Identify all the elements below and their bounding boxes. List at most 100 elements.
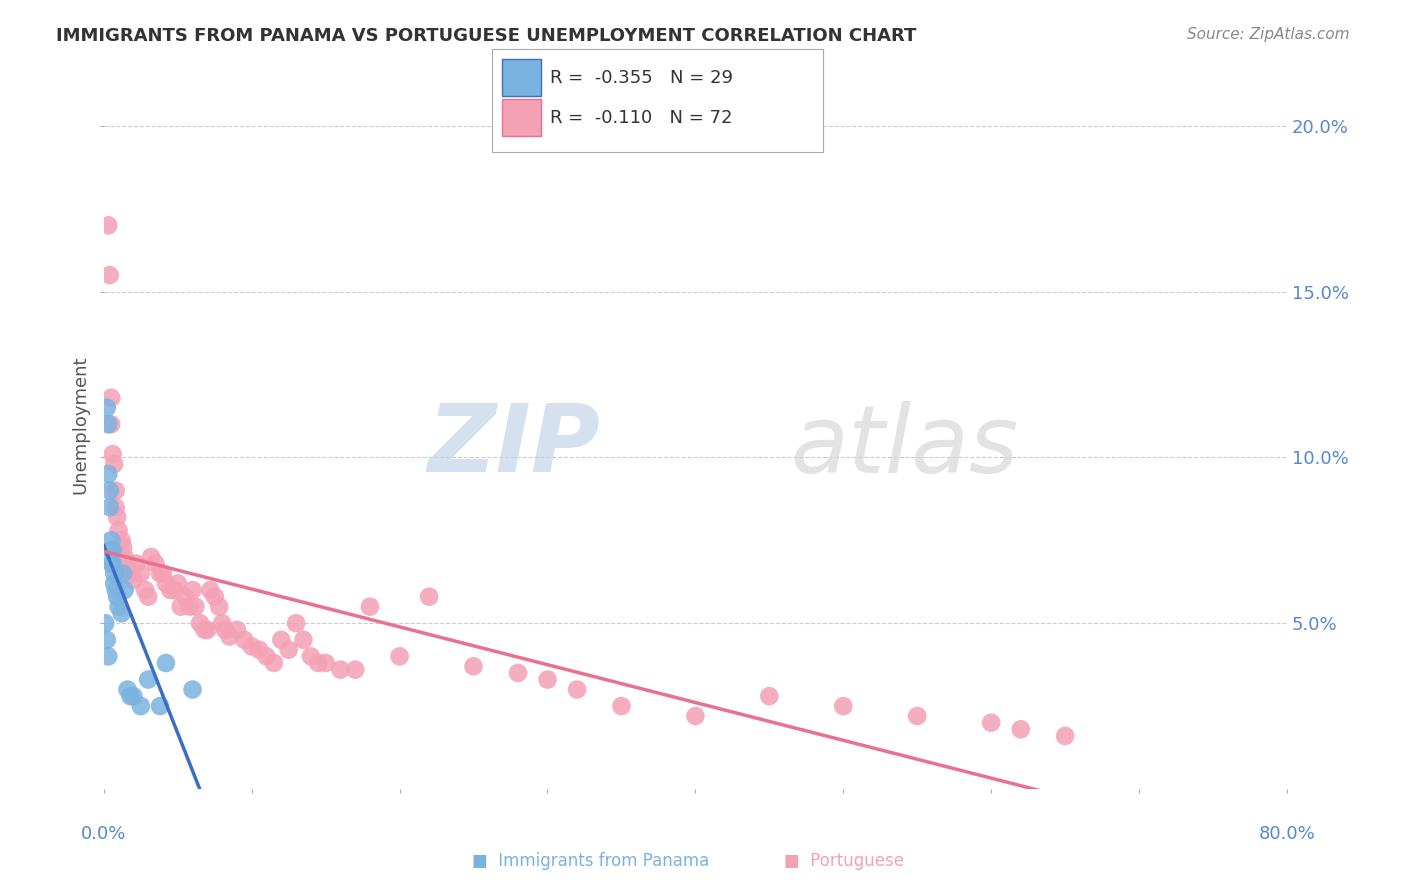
Point [359,599,381,614]
Point [233,632,256,647]
Point [96,632,118,647]
Text: R =  -0.355   N = 29: R = -0.355 N = 29 [550,69,733,87]
Point [536,673,558,687]
Point [226,623,249,637]
Text: Source: ZipAtlas.com: Source: ZipAtlas.com [1187,27,1350,42]
Point [329,663,352,677]
Point [136,673,159,687]
Point [98,268,121,282]
Point [905,709,928,723]
Point [193,623,215,637]
Point [110,607,132,621]
Point [155,576,177,591]
Text: R =  -0.110   N = 72: R = -0.110 N = 72 [550,109,733,127]
Point [299,649,322,664]
Point [163,582,186,597]
Point [105,510,128,524]
Point [104,582,127,597]
Point [101,543,124,558]
Point [307,656,329,670]
Point [184,599,207,614]
Point [170,599,193,614]
Point [141,549,163,564]
Point [247,642,270,657]
Point [114,582,136,597]
Point [506,665,529,680]
Point [1054,729,1077,743]
Point [200,582,222,597]
Point [152,566,174,581]
Point [315,656,337,670]
Point [211,616,233,631]
Point [463,659,485,673]
Point [122,573,145,587]
Point [103,457,125,471]
Point [388,649,411,664]
Point [98,500,121,515]
Point [134,582,156,597]
Point [101,557,124,571]
Point [181,682,204,697]
Point [120,566,142,581]
Point [104,500,127,515]
Point [149,566,172,581]
Point [166,576,188,591]
Text: 0.0%: 0.0% [82,825,127,844]
Point [129,566,152,581]
Point [107,524,129,538]
Point [107,599,129,614]
Point [112,540,135,554]
Point [832,699,855,714]
Point [285,616,308,631]
Point [117,682,139,697]
Text: ■  Immigrants from Panama: ■ Immigrants from Panama [472,852,709,870]
Point [110,533,132,548]
Point [98,483,121,498]
Point [117,557,139,571]
Point [263,656,285,670]
Point [208,599,231,614]
Point [120,689,142,703]
Point [103,566,125,581]
Point [188,616,211,631]
Text: ZIP: ZIP [427,401,600,492]
Point [159,582,181,597]
Point [344,663,367,677]
Point [125,557,148,571]
Point [685,709,707,723]
Point [218,630,240,644]
Point [114,549,136,564]
Point [758,689,780,703]
Point [240,640,263,654]
Point [179,599,201,614]
Point [105,590,128,604]
Point [94,616,117,631]
Point [100,417,122,432]
Point [97,649,120,664]
Point [181,582,204,597]
Point [97,417,120,432]
Point [103,576,125,591]
Point [292,632,315,647]
Point [96,401,118,415]
Point [104,483,127,498]
Point [277,642,299,657]
Point [100,391,122,405]
Point [214,623,236,637]
Point [129,699,152,714]
Point [204,590,226,604]
Point [122,689,145,703]
Point [980,715,1002,730]
Point [136,590,159,604]
Point [174,590,197,604]
Point [565,682,588,697]
Point [256,649,278,664]
Point [100,543,122,558]
Y-axis label: Unemployment: Unemployment [72,355,89,493]
Point [610,699,633,714]
Point [195,623,218,637]
Point [155,656,177,670]
Point [100,533,122,548]
Point [270,632,292,647]
Text: ■  Portuguese: ■ Portuguese [783,852,904,870]
